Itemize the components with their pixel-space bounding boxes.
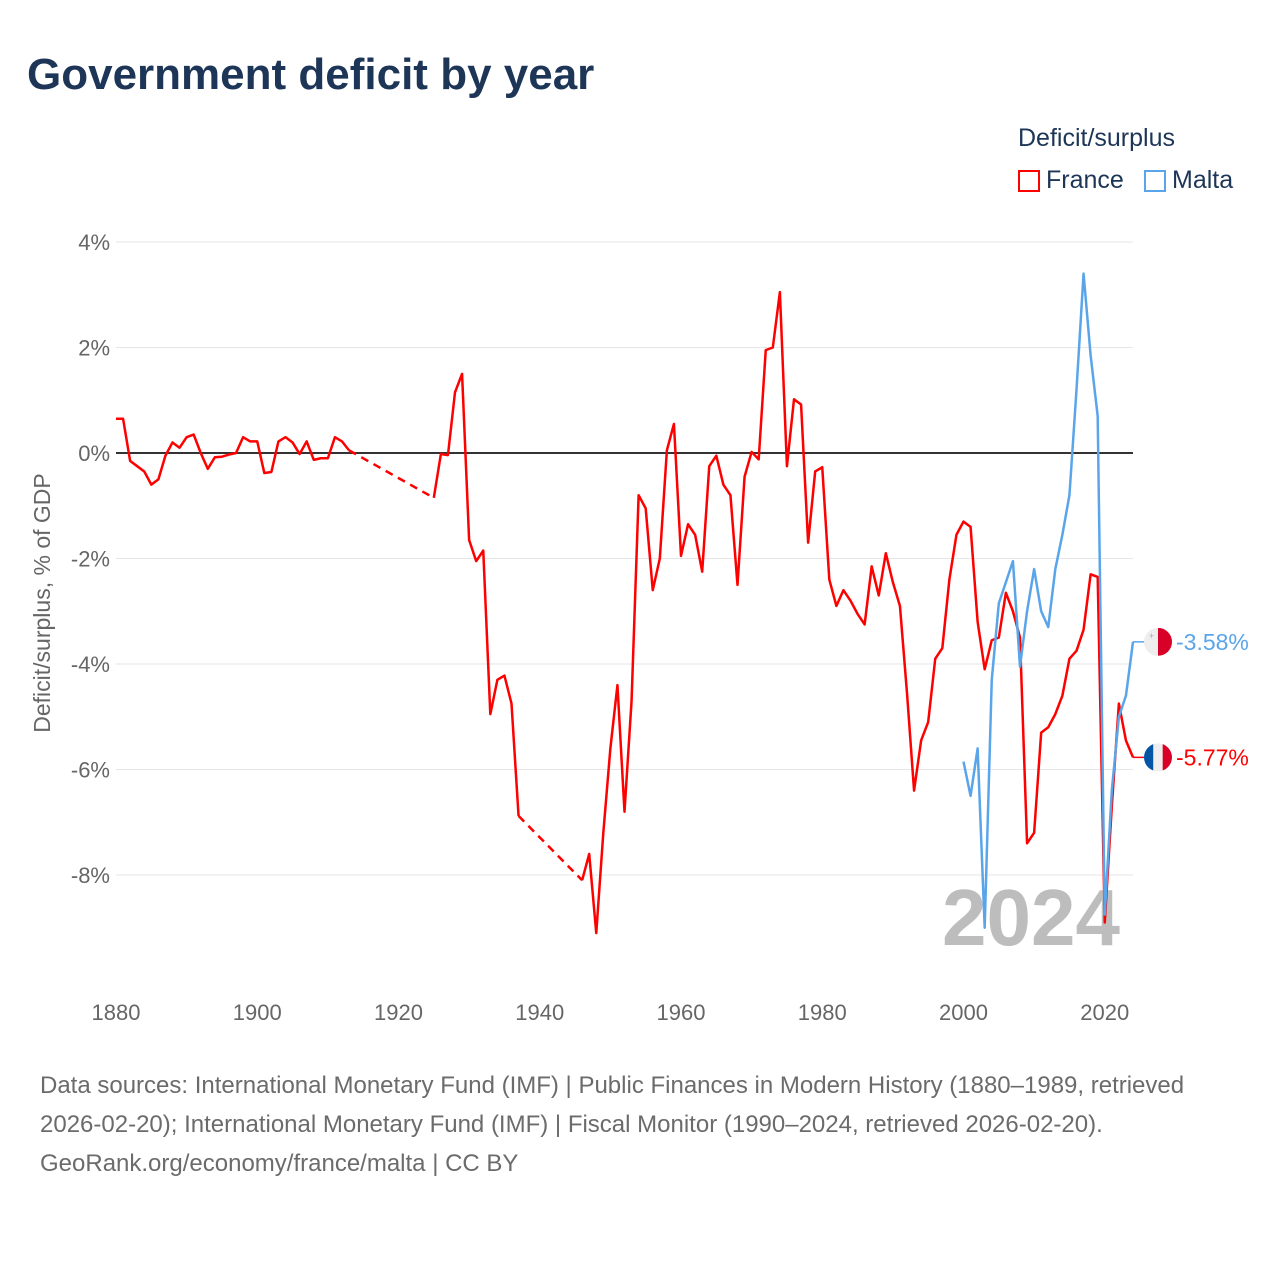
- series-line-france: [116, 417, 351, 486]
- chart-title: Government deficit by year: [27, 50, 595, 99]
- series-line-france: [580, 290, 1135, 935]
- end-value-label-france: -5.77%: [1176, 744, 1249, 770]
- series-line-malta: [962, 272, 1135, 929]
- x-tick-label: 1900: [233, 1000, 282, 1025]
- france-flag-icon: [1144, 743, 1172, 772]
- series-lines: [116, 272, 1135, 935]
- y-axis-labels: 4% 2% 0% -2% -4% -6% -8%: [71, 230, 110, 888]
- y-tick-label: -8%: [71, 863, 110, 888]
- y-tick-label: -4%: [71, 652, 110, 677]
- gridlines: [116, 241, 1133, 876]
- x-tick-label: 1920: [374, 1000, 423, 1025]
- series-gap-france: [348, 449, 435, 499]
- x-tick-label: 1960: [657, 1000, 706, 1025]
- y-tick-label: -6%: [71, 758, 110, 783]
- x-tick-label: 2020: [1080, 1000, 1129, 1025]
- legend-item-france[interactable]: France: [1018, 166, 1124, 195]
- series-gap-france: [517, 815, 584, 882]
- year-watermark: 2024: [942, 873, 1120, 962]
- legend-title: Deficit/surplus: [1018, 124, 1175, 152]
- y-tick-label: 4%: [78, 230, 110, 255]
- data-sources: Data sources: International Monetary Fun…: [40, 1072, 1185, 1138]
- end-labels: -5.77% + -3.58%: [1133, 627, 1249, 772]
- end-value-label-malta: -3.58%: [1176, 629, 1249, 655]
- y-tick-label: 0%: [78, 441, 110, 466]
- legend-swatch-malta: [1144, 169, 1166, 192]
- legend-item-malta[interactable]: Malta: [1144, 166, 1233, 195]
- legend-label-malta: Malta: [1172, 166, 1234, 194]
- x-tick-label: 1940: [515, 1000, 564, 1025]
- x-axis-labels: 1880 1900 1920 1940 1960 1980 2000 2020: [92, 1000, 1130, 1025]
- x-tick-label: 2000: [939, 1000, 988, 1025]
- legend-label-france: France: [1046, 166, 1124, 194]
- svg-text:+: +: [1149, 631, 1154, 641]
- y-axis-title: Deficit/surplus, % of GDP: [29, 473, 55, 732]
- x-tick-label: 1880: [92, 1000, 141, 1025]
- series-line-france: [432, 372, 520, 816]
- credit-link[interactable]: GeoRank.org/economy/france/malta | CC BY: [40, 1150, 519, 1177]
- y-tick-label: -2%: [71, 547, 110, 572]
- footer: Data sources: International Monetary Fun…: [40, 1066, 1240, 1183]
- x-tick-label: 1980: [798, 1000, 847, 1025]
- y-tick-label: 2%: [78, 336, 110, 361]
- malta-flag-icon: +: [1144, 627, 1172, 656]
- legend-swatch-france: [1018, 169, 1040, 192]
